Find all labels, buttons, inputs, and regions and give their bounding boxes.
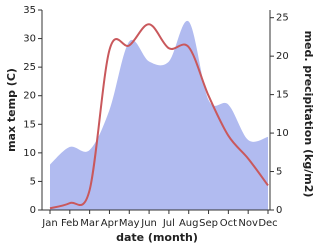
x-tick-label: Jan	[41, 218, 57, 229]
y-tick-label: 30	[23, 34, 36, 45]
y-tick-label: 15	[23, 119, 36, 130]
y-tick-label: 35	[23, 5, 36, 16]
x-tick-label: Jun	[140, 218, 157, 229]
x-tick-label: May	[119, 218, 140, 229]
x-tick-label: Apr	[101, 218, 119, 229]
x-tick-label: Aug	[179, 218, 199, 229]
precipitation-area	[50, 20, 268, 211]
y-tick-label: 25	[23, 62, 36, 73]
y-tick-label: 20	[23, 91, 36, 102]
x-tick-label: Oct	[220, 218, 237, 229]
y2-tick-label: 25	[276, 13, 289, 24]
chart: date (month) max temp (C) med. precipita…	[5, 5, 315, 244]
temperature-line	[49, 23, 269, 210]
y-tick-label: 10	[23, 148, 36, 159]
y2-tick-label: 15	[276, 90, 289, 101]
x-tick-label: Feb	[61, 218, 79, 229]
x-tick-label: Sep	[199, 218, 218, 229]
y2-tick-label: 5	[276, 167, 282, 178]
y2-tick-label: 20	[276, 51, 289, 62]
x-tick-label: Dec	[258, 218, 277, 229]
x-tick-label: Nov	[238, 218, 258, 229]
y-axis-label: max temp (C)	[5, 68, 18, 152]
y2-axis-label: med. precipitation (kg/m2)	[302, 31, 315, 198]
y2-tick-label: 0	[276, 205, 282, 216]
y2-tick-label: 10	[276, 128, 289, 139]
y-tick-label: 0	[30, 205, 36, 216]
x-tick-label: Mar	[80, 218, 100, 229]
y-tick-label: 5	[30, 176, 36, 187]
x-tick-label: Jul	[162, 218, 175, 229]
x-axis-label: date (month)	[116, 231, 198, 244]
